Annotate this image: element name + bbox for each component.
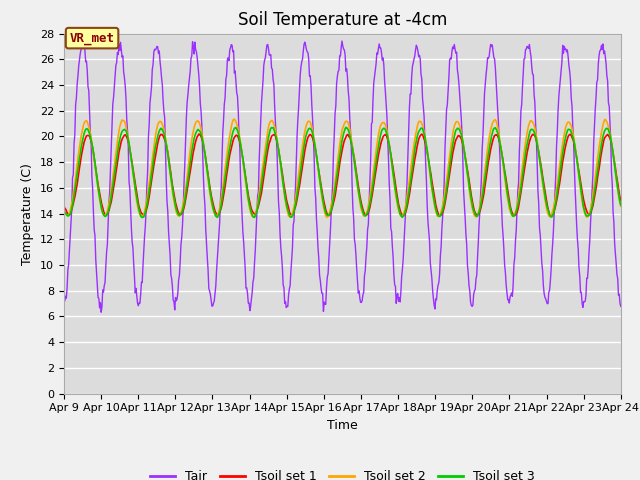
- Line: Tsoil set 3: Tsoil set 3: [64, 127, 621, 217]
- Tair: [428, 276, 436, 281]
- Tsoil set 3: [185, 171, 193, 177]
- Tsoil set 1: [548, 213, 556, 219]
- Tsoil set 1: [127, 156, 135, 161]
- Tsoil set 1: [617, 197, 625, 203]
- Tsoil set 2: [127, 157, 135, 163]
- Tsoil set 3: [342, 124, 349, 130]
- Tair: [185, 83, 193, 88]
- Tsoil set 3: [127, 157, 135, 163]
- Tsoil set 3: [60, 210, 68, 216]
- Title: Soil Temperature at -4cm: Soil Temperature at -4cm: [237, 11, 447, 29]
- Tsoil set 1: [60, 205, 68, 211]
- Tair: [338, 38, 346, 44]
- X-axis label: Time: Time: [327, 419, 358, 432]
- Tsoil set 1: [70, 197, 78, 203]
- Tair: [412, 47, 419, 52]
- Tsoil set 1: [418, 131, 426, 137]
- Tsoil set 1: [410, 161, 418, 167]
- Tair: [214, 243, 222, 249]
- Tsoil set 3: [70, 192, 78, 198]
- Tsoil set 3: [412, 142, 419, 147]
- Tsoil set 2: [583, 214, 591, 220]
- Tsoil set 2: [411, 136, 419, 142]
- Tsoil set 2: [617, 204, 625, 209]
- Tsoil set 1: [428, 172, 435, 178]
- Line: Tsoil set 1: Tsoil set 1: [64, 134, 621, 216]
- Tsoil set 3: [617, 202, 625, 208]
- Tsoil set 2: [184, 168, 192, 173]
- Tair: [60, 297, 68, 303]
- Y-axis label: Temperature (C): Temperature (C): [22, 163, 35, 264]
- Tsoil set 1: [214, 212, 221, 218]
- Tsoil set 1: [184, 183, 192, 189]
- Tair: [617, 303, 625, 309]
- Text: VR_met: VR_met: [70, 32, 115, 45]
- Tsoil set 2: [70, 186, 78, 192]
- Line: Tair: Tair: [64, 41, 621, 312]
- Tsoil set 2: [230, 117, 238, 122]
- Legend: Tair, Tsoil set 1, Tsoil set 2, Tsoil set 3: Tair, Tsoil set 1, Tsoil set 2, Tsoil se…: [145, 465, 540, 480]
- Tsoil set 2: [214, 212, 221, 218]
- Tsoil set 3: [138, 215, 146, 220]
- Line: Tsoil set 2: Tsoil set 2: [64, 120, 621, 217]
- Tsoil set 3: [214, 213, 222, 219]
- Tair: [70, 141, 78, 147]
- Tsoil set 2: [60, 210, 68, 216]
- Tsoil set 2: [428, 180, 435, 186]
- Tsoil set 3: [428, 183, 436, 189]
- Tair: [128, 239, 136, 245]
- Tair: [97, 309, 105, 315]
